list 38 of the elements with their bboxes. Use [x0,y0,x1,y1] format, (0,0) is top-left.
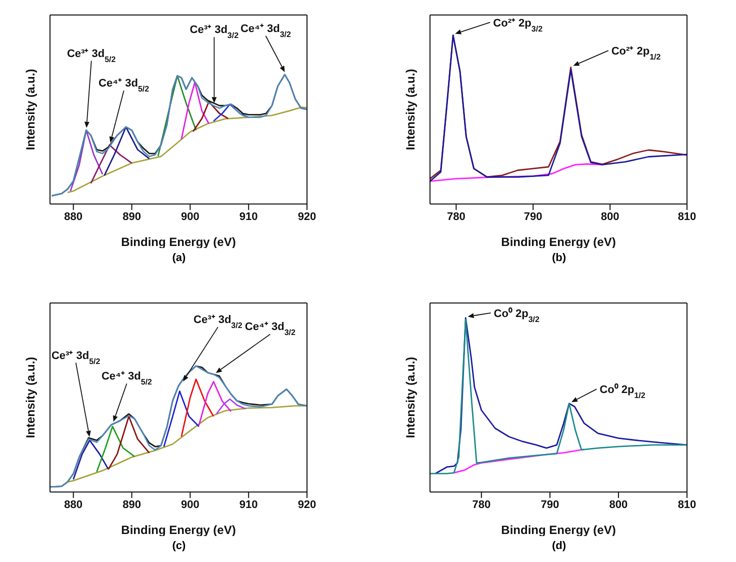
annotation: Ce⁴⁺ 3d$_{5/2}$ [101,370,153,386]
x-tick-label: 790 [524,210,542,223]
x-tick-label: 780 [472,498,491,511]
text: (d) [550,540,568,552]
annotation: Co²⁺ 2p$_{3/2}$ [493,17,544,33]
annotation: Co⁰ 2p$_{3/2}$ [494,306,540,324]
y-axis-title: Intensity (a.u.) [23,68,38,150]
annotation: Ce³⁺ 3d$_{5/2}$ [52,350,101,366]
text: (a) [171,252,187,264]
y-axis-title: Intensity (a.u.) [23,356,38,438]
x-tick-label: 880 [64,498,83,511]
annotation: Ce⁴⁺ 3d$_{5/2}$ [98,78,150,94]
x-tick-label: 810 [678,210,696,223]
x-tick-label: 880 [64,210,83,223]
x-tick-label: 790 [540,498,560,511]
annotation: Ce⁴⁺ 3d$_{3/2}$ [240,22,292,38]
annotation: Ce⁴⁺ 3d$_{3/2}$ [244,321,296,337]
x-tick-label: 920 [298,498,316,511]
x-tick-label: 900 [181,498,200,511]
annotation: Ce³⁺ 3d$_{3/2}$ [194,314,243,330]
x-tick-label: 890 [122,210,141,223]
text: (b) [550,252,568,264]
x-tick-label: 910 [239,210,258,223]
x-tick-label: 920 [298,210,316,223]
x-tick-label: 800 [600,210,620,223]
x-tick-label: 910 [239,498,258,511]
annotation: Co²⁺ 2p$_{1/2}$ [611,46,662,62]
annotation: Co⁰ 2p$_{1/2}$ [600,383,646,400]
text: (c) [171,540,187,552]
annotation: Ce³⁺ 3d$_{3/2}$ [190,24,240,40]
x-tick-label: 810 [678,498,696,511]
y-axis-title: Intensity (a.u.) [403,356,418,438]
annotation: Ce³⁺ 3d$_{5/2}$ [66,48,116,64]
x-tick-label: 900 [181,210,200,223]
x-tick-label: 780 [446,210,466,223]
x-tick-label: 890 [122,498,141,511]
x-tick-label: 800 [609,498,628,511]
y-axis-title: Intensity (a.u.) [403,68,418,150]
